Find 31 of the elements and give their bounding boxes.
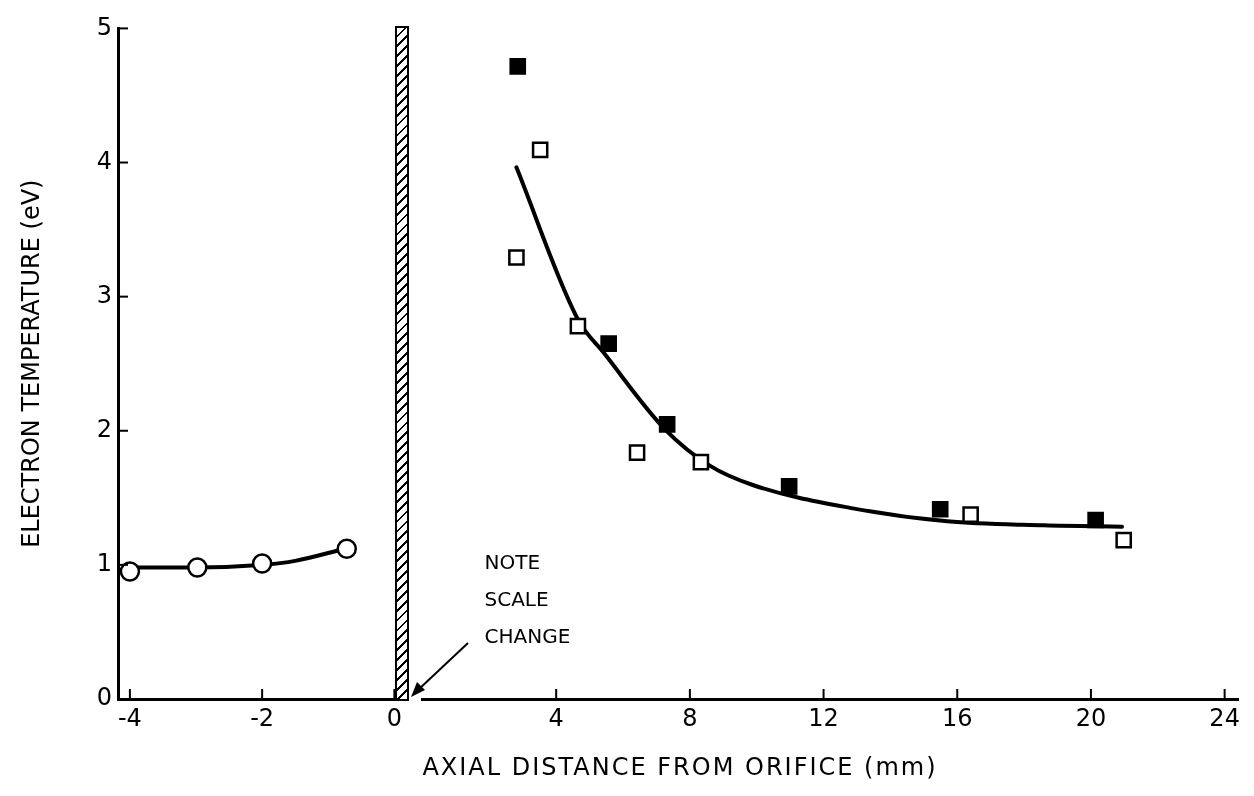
- point: [1115, 531, 1133, 549]
- point: [692, 453, 710, 471]
- y-axis-title: ELECTRON TEMPERATURE (eV): [16, 179, 45, 548]
- x-tick-label: 24: [1209, 703, 1240, 732]
- point: [628, 444, 646, 461]
- x-axis-title: AXIAL DISTANCE FROM ORIFICE (mm): [421, 753, 939, 781]
- x-tick-label: 20: [1075, 703, 1107, 732]
- y-tick-label: 1: [96, 549, 112, 578]
- x-tick-label: 0: [386, 703, 403, 732]
- y-tick-label: 2: [96, 414, 112, 443]
- point: [569, 317, 587, 335]
- point: [931, 500, 949, 518]
- point: [508, 249, 525, 266]
- point: [658, 416, 676, 433]
- y-tick-label: 4: [96, 146, 112, 175]
- point: [780, 478, 798, 495]
- point: [962, 506, 979, 523]
- y-tick-label: 0: [96, 683, 112, 712]
- x-tick-label: 8: [682, 703, 698, 732]
- point: [509, 58, 527, 75]
- x-tick-label: -4: [117, 703, 142, 732]
- y-tick-label: 5: [96, 12, 112, 41]
- y-tick-label: 3: [96, 280, 112, 309]
- x-tick-label: 16: [941, 703, 973, 732]
- x-tick-label: 12: [808, 703, 839, 732]
- point: [531, 141, 549, 159]
- annotation: NOTE SCALE CHANGE: [484, 550, 571, 648]
- point: [1087, 511, 1104, 529]
- point: [600, 335, 617, 352]
- x-tick-label: -2: [250, 703, 275, 732]
- x-tick-label: 4: [548, 703, 564, 732]
